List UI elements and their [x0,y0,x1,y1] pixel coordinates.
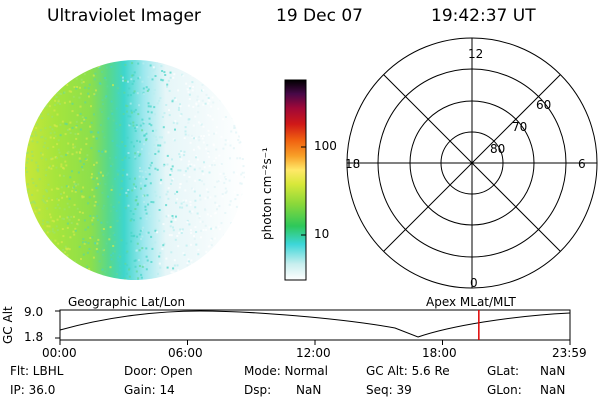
altitude-plot-right-title: Apex MLat/MLT [426,295,516,309]
lat-label-80: 80 [490,142,506,156]
seq-info: Seq: 39 [366,383,412,397]
time-label: 19:42:37 UT [431,6,536,26]
colorbar-tick-10: 10 [314,227,330,241]
colorbar-tick-100: 100 [314,139,337,153]
dsp-label: Dsp: [244,383,272,397]
altitude-plot-left-title: Geographic Lat/Lon [68,295,186,309]
ip-info: IP: 36.0 [10,383,56,397]
dsp-value: NaN [296,383,322,397]
gc-alt-info: GC Alt: 5.6 Re [366,364,450,378]
glon-label: GLon: [487,383,522,397]
y-tick-9: 9.0 [24,305,44,319]
altitude-plot [55,309,571,345]
x-tick-0600: 06:00 [168,346,203,360]
door-info: Door: Open [124,364,193,378]
date-label: 19 Dec 07 [276,6,363,26]
filter-info: Flt: LBHL [10,364,64,378]
altitude-y-label: GC Alt [1,306,15,344]
x-tick-0000: 00:00 [42,346,77,360]
colorbar-unit-label: photon cm⁻²s⁻¹ [260,147,274,240]
lat-label-70: 70 [512,120,528,134]
instrument-title: Ultraviolet Imager [47,6,201,26]
polar-grid [346,37,598,289]
lat-label-60: 60 [536,98,552,112]
x-tick-1200: 12:00 [296,346,331,360]
mlt-label-6: 6 [578,157,586,171]
mode-info: Mode: Normal [244,364,328,378]
colorbar [284,79,307,281]
mlt-label-0: 0 [470,276,478,290]
x-tick-2359: 23:59 [552,346,587,360]
x-tick-1800: 18:00 [422,346,457,360]
glon-value: NaN [540,383,566,397]
gain-info: Gain: 14 [124,383,175,397]
glat-value: NaN [540,364,566,378]
mlt-label-18: 18 [345,157,361,171]
glat-label: GLat: [487,364,520,378]
y-tick-1-8: 1.8 [24,330,44,344]
mlt-label-12: 12 [468,47,484,61]
uv-image-disk [25,60,245,280]
